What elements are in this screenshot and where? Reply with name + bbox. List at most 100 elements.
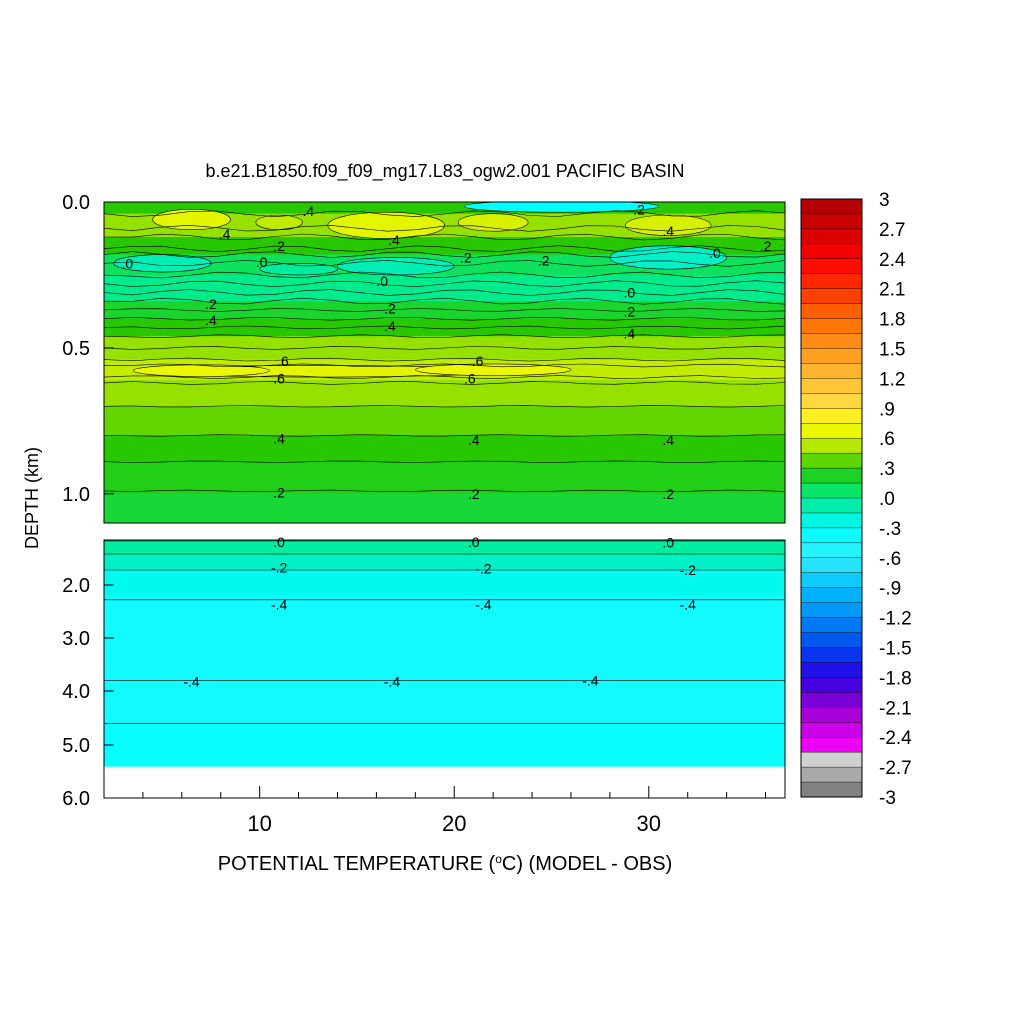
x-tick-label: 10 <box>247 811 271 836</box>
colorbar-bin <box>800 527 863 544</box>
contour-label: .4 <box>623 325 635 341</box>
contour-line <box>104 381 785 385</box>
contour-label: -.4 <box>183 673 200 689</box>
colorbar-bin <box>800 751 863 768</box>
colorbar-bin <box>800 632 863 648</box>
colorbar-frame <box>800 198 863 798</box>
contour-label: -.4 <box>582 672 599 688</box>
colorbar-bin <box>800 737 863 753</box>
x-axis-label-prefix: POTENTIAL TEMPERATURE ( <box>218 853 496 875</box>
upper-band <box>104 318 785 337</box>
contour-label: -.4 <box>271 597 288 613</box>
colorbar-label: 1.8 <box>879 310 905 331</box>
contour-line <box>104 434 785 437</box>
colorbar-label: -2.7 <box>879 758 912 779</box>
contour-label: .6 <box>464 371 476 387</box>
contour-label: .0 <box>709 245 721 261</box>
contour-label: .4 <box>219 226 231 242</box>
y-tick-label: 0.0 <box>62 192 90 214</box>
colorbar-label: -2.1 <box>879 698 912 719</box>
contour-label: .2 <box>760 238 772 254</box>
colorbar-bin <box>800 692 863 708</box>
colorbar-bin <box>800 452 863 469</box>
y-tick-label: 6.0 <box>62 788 90 810</box>
colorbar-label: 1.5 <box>879 340 905 361</box>
contour-label: -.2 <box>475 561 492 577</box>
upper-field <box>104 202 785 523</box>
contour-line <box>104 308 785 312</box>
colorbar-bin <box>800 722 863 738</box>
colorbar-bin <box>800 348 863 364</box>
contour-label: .4 <box>384 318 396 334</box>
colorbar-bin <box>800 198 863 215</box>
colorbar-bin <box>800 677 863 693</box>
lower-band <box>104 595 785 724</box>
upper-band <box>104 493 785 523</box>
lower-panel-frame <box>103 539 786 799</box>
colorbar-bin <box>800 333 863 349</box>
contour-label: -.2 <box>680 562 697 578</box>
contour-label: .6 <box>277 353 289 369</box>
y-axis-label: DEPTH (km) <box>22 447 42 549</box>
contour-label: .2 <box>662 486 674 502</box>
colorbar-bin <box>800 258 863 275</box>
contour-label: .4 <box>662 432 674 448</box>
contour-line <box>104 405 785 408</box>
colorbar-bin <box>800 228 863 245</box>
warm-anomaly-patch <box>152 208 231 231</box>
colorbar-bin <box>800 213 863 230</box>
contour-line <box>104 334 785 339</box>
colorbar-label: .3 <box>879 459 895 480</box>
warm-anomaly-patch <box>132 364 270 377</box>
x-tick-label: 20 <box>442 811 466 836</box>
contour-label: .4 <box>662 223 674 239</box>
colorbar-label: 2.7 <box>879 220 905 241</box>
colorbar-bin <box>800 707 863 723</box>
contour-label: -.4 <box>680 597 697 613</box>
contour-label: -.2 <box>271 560 288 576</box>
colorbar-label: 2.4 <box>879 250 906 271</box>
upper-band <box>104 435 785 463</box>
contour-line <box>104 289 785 296</box>
contour-line <box>104 245 785 253</box>
contour-line <box>104 363 785 368</box>
lower-field <box>104 540 785 767</box>
upper-band <box>104 380 785 407</box>
y-tick-label: 3.0 <box>62 628 90 650</box>
x-axis: 10 20 30 <box>103 786 767 836</box>
contour-line <box>104 280 785 288</box>
contour-label: .0 <box>376 273 388 289</box>
contour-line <box>104 316 785 321</box>
contour-label: .0 <box>122 255 134 271</box>
colorbar-bin <box>800 482 863 499</box>
upper-band <box>104 301 785 320</box>
colorbar-label: -1.8 <box>879 668 912 689</box>
colorbar-bin <box>800 393 863 409</box>
contour-line <box>104 210 785 218</box>
colorbar-bin <box>800 318 863 335</box>
contour-label: .2 <box>273 238 285 254</box>
contour-line <box>104 325 785 330</box>
colorbar-label: .6 <box>879 429 895 450</box>
x-axis-label-degree: o <box>495 852 502 866</box>
contour-line <box>104 271 785 279</box>
contour-label: .2 <box>460 249 472 265</box>
contour-label: .0 <box>273 534 285 550</box>
cold-anomaly-patch <box>463 202 659 213</box>
colorbar-bin <box>800 766 863 783</box>
contour-label: .6 <box>273 371 285 387</box>
contour-line <box>104 259 785 267</box>
contour-label: .0 <box>662 535 674 551</box>
warm-anomaly-patch <box>457 213 529 232</box>
y-axis: 0.0 0.5 1.0 2.0 3.0 4.0 5.0 6.0 <box>62 192 114 810</box>
y-tick-label: 4.0 <box>62 681 90 703</box>
contour-label: .0 <box>623 284 635 300</box>
contour-line <box>104 251 785 258</box>
colorbar-bin <box>800 303 863 320</box>
contour-label: .4 <box>302 203 314 219</box>
contour-label: .2 <box>384 301 396 317</box>
colorbar-bin <box>800 587 863 604</box>
colorbar-bin <box>800 662 863 678</box>
contour-label: .2 <box>273 484 285 500</box>
y-tick-label: 2.0 <box>62 575 90 597</box>
